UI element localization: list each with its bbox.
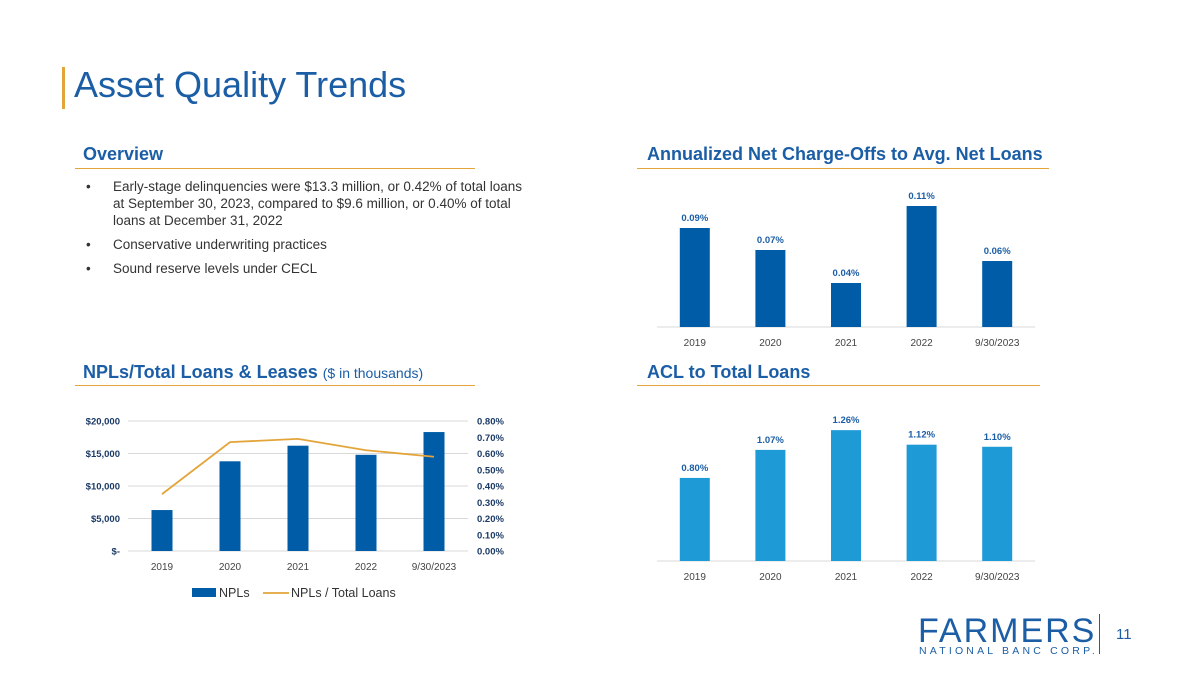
acl-x-tick-label: 9/30/2023 [975,572,1020,583]
nco-rule [637,168,1049,169]
npl-y-right-tick-label: 0.70% [477,433,504,444]
acl-rule [637,385,1040,386]
npl-y-right-tick-label: 0.80% [477,417,504,428]
nco-bar [982,261,1013,327]
nco-bar [831,283,861,327]
npl-x-tick-label: 2022 [355,562,378,573]
acl-bar [906,444,937,561]
title-accent-bar [62,67,65,109]
acl-data-label: 1.12% [908,430,935,441]
legend-label-npls: NPLs [219,586,250,600]
npl-bar [423,432,445,551]
npl-bar [287,445,309,551]
npl-y-right-tick-label: 0.10% [477,530,504,541]
npl-bar [151,510,173,551]
npl-y-right-tick-label: 0.00% [477,547,504,558]
nco-x-tick-label: 2020 [759,338,782,349]
acl-data-label: 1.07% [757,435,784,446]
npl-rule [75,385,475,386]
nco-x-tick-label: 9/30/2023 [975,338,1020,349]
legend-label-ratio: NPLs / Total Loans [291,586,396,600]
npl-x-tick-label: 9/30/2023 [412,562,457,573]
npl-y-right-tick-label: 0.40% [477,482,504,493]
nco-data-label: 0.11% [908,191,935,202]
npl-y-right-tick-label: 0.60% [477,449,504,460]
nco-data-label: 0.04% [833,268,860,279]
logo-wordmark: FARMERS [918,612,1097,650]
npl-x-tick-label: 2020 [219,562,242,573]
npl-ratio-line [161,437,435,495]
bullet-item: Conservative underwriting practices [84,236,534,253]
npl-y-left-tick-label: $15,000 [86,449,120,460]
acl-x-tick-label: 2021 [835,572,858,583]
acl-x-tick-label: 2022 [910,572,933,583]
nco-bar [679,228,710,327]
acl-data-label: 1.10% [984,432,1011,443]
bullet-item: Sound reserve levels under CECL [84,260,534,277]
bullet-item: Early-stage delinquencies were $13.3 mil… [84,178,534,229]
npl-heading-main: NPLs/Total Loans & Leases [83,362,318,382]
logo-subtitle: NATIONAL BANC CORP. [919,645,1099,657]
npl-x-tick-label: 2021 [287,562,310,573]
overview-rule [75,168,475,169]
npl-y-right-tick-label: 0.20% [477,514,504,525]
npl-y-left-tick-label: $5,000 [91,514,120,525]
npl-y-right-tick-label: 0.30% [477,498,504,509]
acl-bar [755,449,786,561]
nco-data-label: 0.06% [984,246,1011,257]
acl-bar [679,477,710,561]
page-title: Asset Quality Trends [74,64,407,105]
npl-y-left-tick-label: $- [112,547,120,558]
nco-data-label: 0.09% [681,213,708,224]
nco-x-tick-label: 2019 [684,338,707,349]
overview-heading: Overview [83,144,164,164]
acl-heading: ACL to Total Loans [647,362,811,382]
nco-bar [906,206,937,327]
acl-x-tick-label: 2020 [759,572,782,583]
acl-x-tick-label: 2019 [684,572,707,583]
acl-bar [831,430,861,561]
npl-heading: NPLs/Total Loans & Leases ($ in thousand… [83,362,423,383]
npl-heading-sub: ($ in thousands) [322,365,424,381]
npl-x-tick-label: 2019 [151,562,174,573]
nco-x-tick-label: 2022 [910,338,933,349]
page-number: 11 [1116,626,1132,643]
acl-bar [982,446,1013,561]
npl-y-left-tick-label: $10,000 [86,482,120,493]
legend-swatch-npls [192,588,216,597]
npl-y-left-tick-label: $20,000 [86,417,120,428]
nco-heading: Annualized Net Charge-Offs to Avg. Net L… [647,144,1043,164]
npl-y-right-tick-label: 0.50% [477,465,504,476]
overview-bullet-list: Early-stage delinquencies were $13.3 mil… [84,178,534,284]
farmers-logo: FARMERS NATIONAL BANC CORP. [918,612,1095,662]
acl-data-label: 0.80% [681,463,708,474]
acl-data-label: 1.26% [833,415,860,426]
npl-bar [219,461,241,551]
nco-x-tick-label: 2021 [835,338,858,349]
nco-data-label: 0.07% [757,235,784,246]
nco-bar [755,250,786,327]
npl-bar [355,454,377,551]
footer-divider [1099,614,1100,654]
